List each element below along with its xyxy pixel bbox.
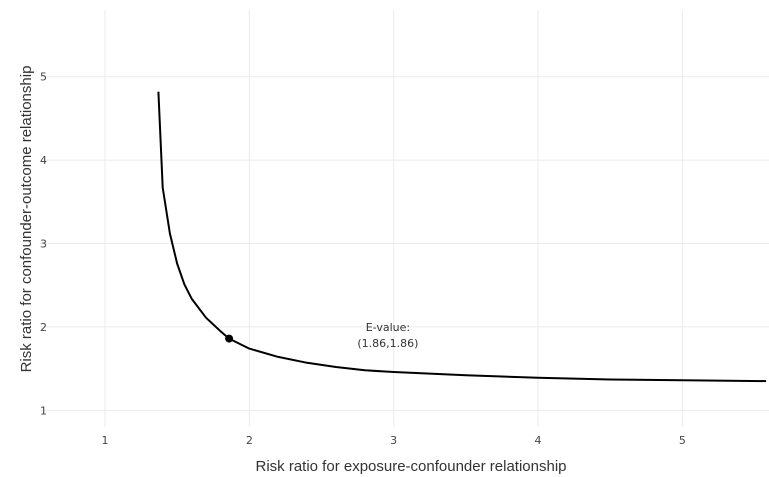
x-axis-title: Risk ratio for exposure-confounder relat… <box>256 458 567 475</box>
y-tick-label: 5 <box>40 71 47 84</box>
x-tick-label: 2 <box>246 434 253 447</box>
series-line <box>157 91 767 383</box>
point-layer <box>225 334 234 343</box>
y-tick-label: 2 <box>40 321 47 334</box>
e-value-point <box>225 334 234 343</box>
annotation-value: (1.86,1.86) <box>357 337 418 350</box>
x-tick-label: 1 <box>101 434 108 447</box>
x-tick-label: 3 <box>390 434 397 447</box>
series-layer <box>157 91 767 383</box>
y-axis-title: Risk ratio for confounder-outcome relati… <box>18 66 35 373</box>
x-tick-label: 5 <box>679 434 686 447</box>
annotation-layer: E-value: (1.86,1.86) <box>357 321 418 350</box>
grid <box>40 10 769 427</box>
x-tick-label: 4 <box>535 434 542 447</box>
y-tick-label: 1 <box>40 404 47 417</box>
y-tick-label: 3 <box>40 238 47 251</box>
y-tick-label: 4 <box>40 154 47 167</box>
tick-labels: 1 2 3 4 5 1 2 3 4 5 <box>40 71 686 447</box>
annotation-label: E-value: <box>366 321 410 334</box>
